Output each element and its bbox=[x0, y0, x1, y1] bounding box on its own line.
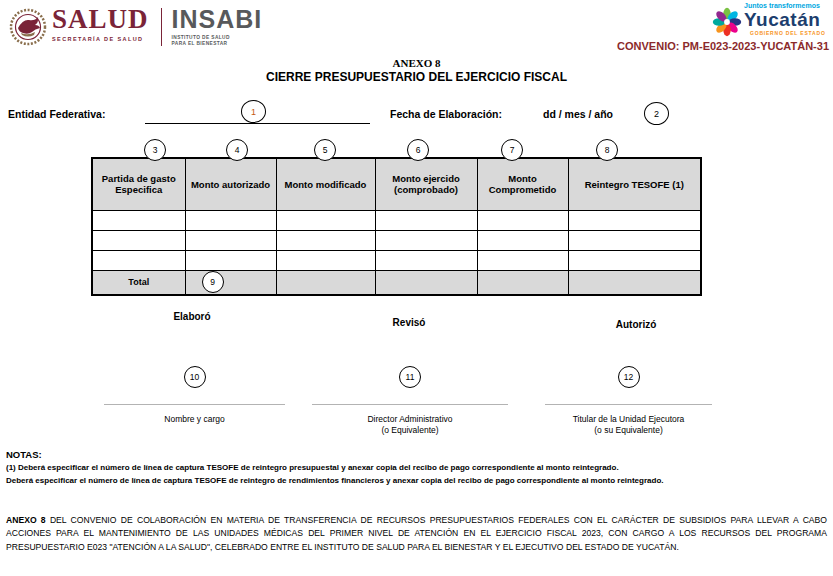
budget-table-header-row: Partida de gasto Especifica Monto autori… bbox=[92, 158, 701, 210]
footer-bold-prefix: ANEXO 8 bbox=[6, 515, 46, 525]
yucatan-subtitle: GOBIERNO DEL ESTADO bbox=[750, 30, 826, 36]
empty-cell bbox=[276, 270, 375, 295]
empty-cell bbox=[276, 210, 375, 230]
empty-cell bbox=[375, 210, 477, 230]
col-header-monto-comprometido: Monto Comprometido bbox=[477, 158, 568, 210]
budget-table: Partida de gasto Especifica Monto autori… bbox=[91, 157, 702, 296]
empty-cell bbox=[568, 270, 701, 295]
table-row bbox=[92, 210, 701, 230]
entidad-federativa-blank-line bbox=[145, 123, 370, 124]
sig-caption-line1: Nombre y cargo bbox=[104, 414, 285, 425]
empty-cell bbox=[568, 210, 701, 230]
yucatan-logo: Juntos transformemos Yucatán GOBIERNO DE… bbox=[712, 2, 826, 40]
anexo8-document-page: SALUD SECRETARÍA DE SALUD INSABI INSTITU… bbox=[0, 0, 833, 576]
ref-circle-10: 10 bbox=[184, 366, 206, 388]
salud-eagle-seal-icon bbox=[8, 6, 48, 48]
yucatan-text-block: Juntos transformemos Yucatán GOBIERNO DE… bbox=[744, 2, 826, 36]
sig-role-elaboro: Elaboró bbox=[173, 311, 210, 322]
sig-role-autorizo: Autorizó bbox=[616, 319, 657, 330]
sig-role-reviso: Revisó bbox=[393, 317, 426, 328]
total-row: Total 9 bbox=[92, 270, 701, 295]
total-ref-cell: 9 bbox=[185, 270, 276, 295]
government-logos: SALUD SECRETARÍA DE SALUD INSABI INSTITU… bbox=[8, 6, 262, 48]
fecha-format-text: dd / mes / año bbox=[543, 108, 613, 120]
signature-block-elaboro: 10 Nombre y cargo bbox=[104, 366, 285, 425]
ref-circle-5: 5 bbox=[314, 139, 336, 161]
ref-circle-3: 3 bbox=[144, 139, 166, 161]
signature-block-reviso: 11 Director Administrativo (o Equivalent… bbox=[312, 366, 508, 436]
salud-title: SALUD bbox=[52, 6, 149, 33]
empty-cell bbox=[92, 230, 185, 250]
footer-text: DEL CONVENIO DE COLABORACIÓN EN MATERIA … bbox=[6, 515, 827, 552]
empty-cell bbox=[568, 250, 701, 270]
table-row bbox=[92, 250, 701, 270]
empty-cell bbox=[477, 270, 568, 295]
empty-cell bbox=[375, 270, 477, 295]
notes-heading: NOTAS: bbox=[6, 449, 42, 460]
col-header-monto-ejercido: Monto ejercido (comprobado) bbox=[375, 158, 477, 210]
insabi-logo: INSABI INSTITUTO DE SALUD PARA EL BIENES… bbox=[172, 7, 263, 47]
insabi-subtitle: INSTITUTO DE SALUD PARA EL BIENESTAR bbox=[172, 35, 242, 47]
sig-caption-line1: Director Administrativo bbox=[312, 414, 508, 425]
ref-circle-7: 7 bbox=[501, 139, 523, 161]
ref-circle-4: 4 bbox=[226, 139, 248, 161]
entidad-federativa-label: Entidad Federativa: bbox=[8, 108, 105, 120]
empty-cell bbox=[375, 230, 477, 250]
col-header-partida: Partida de gasto Especifica bbox=[92, 158, 185, 210]
empty-cell bbox=[568, 230, 701, 250]
ref-circle-11: 11 bbox=[399, 366, 421, 388]
signature-line bbox=[104, 404, 285, 405]
empty-cell bbox=[477, 250, 568, 270]
sig-caption-line2: (o Equivalente) bbox=[312, 425, 508, 436]
empty-cell bbox=[185, 250, 276, 270]
fecha-elaboracion-label: Fecha de Elaboración: bbox=[390, 108, 502, 120]
col-header-reintegro-tesofe: Reintegro TESOFE (1) bbox=[568, 158, 701, 210]
sig-caption-line1: Titular de la Unidad Ejecutora bbox=[545, 414, 712, 425]
ref-circle-9: 9 bbox=[202, 271, 224, 293]
yucatan-pinwheel-icon bbox=[712, 4, 742, 40]
empty-cell bbox=[477, 230, 568, 250]
ref-circle-8: 8 bbox=[596, 139, 618, 161]
empty-cell bbox=[375, 250, 477, 270]
signature-line bbox=[545, 404, 712, 405]
total-label: Total bbox=[92, 270, 185, 295]
ref-circle-6: 6 bbox=[407, 139, 429, 161]
ref-circle-12: 12 bbox=[618, 366, 640, 388]
empty-cell bbox=[276, 250, 375, 270]
convenio-number: CONVENIO: PM-E023-2023-YUCATÁN-31 bbox=[617, 40, 829, 52]
salud-subtitle: SECRETARÍA DE SALUD bbox=[52, 36, 149, 42]
doc-title-anexo: ANEXO 8 bbox=[0, 57, 833, 69]
sig-caption-line2: (o su Equivalente) bbox=[545, 425, 712, 436]
note-item-2: Deberá especificar el número de línea de… bbox=[6, 476, 664, 485]
signature-block-autorizo: 12 Titular de la Unidad Ejecutora (o su … bbox=[545, 366, 712, 436]
table-row bbox=[92, 230, 701, 250]
ref-circle-2: 2 bbox=[644, 102, 669, 125]
signature-line bbox=[312, 404, 508, 405]
salud-logo: SALUD SECRETARÍA DE SALUD bbox=[52, 6, 149, 42]
yucatan-title: Yucatán bbox=[744, 10, 826, 29]
col-header-monto-autorizado: Monto autorizado bbox=[185, 158, 276, 210]
footer-paragraph: ANEXO 8 DEL CONVENIO DE COLABORACIÓN EN … bbox=[6, 514, 827, 554]
empty-cell bbox=[185, 230, 276, 250]
doc-title-main: CIERRE PRESUPUESTARIO DEL EJERCICIO FISC… bbox=[0, 70, 833, 84]
logo-divider bbox=[161, 8, 162, 46]
empty-cell bbox=[185, 210, 276, 230]
empty-cell bbox=[477, 210, 568, 230]
insabi-title: INSABI bbox=[172, 7, 263, 32]
col-header-monto-modificado: Monto modificado bbox=[276, 158, 375, 210]
ref-circle-1: 1 bbox=[241, 100, 266, 123]
empty-cell bbox=[92, 210, 185, 230]
empty-cell bbox=[92, 250, 185, 270]
empty-cell bbox=[276, 230, 375, 250]
note-item-1: (1) Deberá especificar el número de líne… bbox=[6, 463, 619, 472]
